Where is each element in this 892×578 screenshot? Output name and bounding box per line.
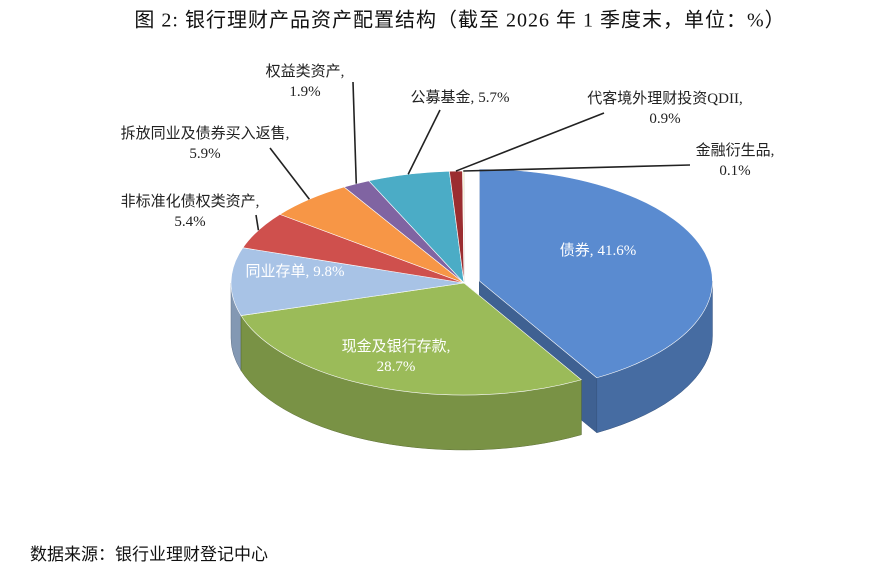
value-label: 9.8% (313, 264, 344, 280)
category-label: 非标准化债权类资产, (121, 193, 260, 210)
data-label: 同业存单, 9.8% (245, 263, 344, 280)
category-label: 代客境外理财投资QDII, (587, 89, 742, 107)
data-label: 公募基金, 5.7% (410, 89, 509, 106)
data-label: 权益类资产, 1.9% (266, 63, 345, 100)
labels: 债券, 41.6% 现金及银行存款, 28.7% 同业存单, 9.8% 非标准化债权类资产,… (121, 63, 775, 375)
data-label: 现金及银行存款, 28.7% (342, 338, 451, 375)
value-label: 5.9% (189, 146, 220, 162)
value-label: 0.1% (719, 163, 750, 179)
category-label: 拆放同业及债券买入返售, (121, 125, 290, 142)
category-label: 现金及银行存款, (342, 338, 451, 355)
leader-line (269, 147, 311, 200)
value-label: 5.4% (174, 214, 205, 230)
data-label: 拆放同业及债券买入返售, 5.9% (121, 125, 290, 162)
leader-line (407, 109, 441, 175)
chart-title: 图 2: 银行理财产品资产配置结构（截至 2026 年 1 季度末，单位：%） (134, 9, 785, 32)
value-label: 0.9% (649, 111, 680, 127)
value-label: 28.7% (377, 359, 416, 375)
category-label: 公募基金, (410, 89, 474, 106)
pie-tops (230, 168, 713, 396)
pie-slice (240, 282, 582, 396)
leader-line (455, 112, 605, 172)
data-label: 非标准化债权类资产, 5.4% (121, 193, 260, 230)
leader-line (352, 81, 358, 184)
data-label: 债券, 41.6% (560, 242, 637, 259)
leader-line (463, 164, 691, 172)
source-note: 数据来源：银行业理财登记中心 (30, 545, 268, 564)
value-label: 5.7% (478, 90, 509, 106)
category-label: 债券, (560, 242, 594, 259)
value-label: 1.9% (289, 84, 320, 100)
category-label: 金融衍生品, (696, 142, 775, 159)
pie-slice (230, 247, 465, 316)
value-label: 41.6% (598, 243, 637, 259)
pie-slice (479, 168, 713, 379)
category-label: 同业存单, (245, 263, 309, 280)
category-label: 权益类资产, (266, 63, 345, 80)
leader-line (255, 214, 260, 231)
data-label: 金融衍生品, 0.1% (696, 142, 775, 179)
data-label: 代客境外理财投资QDII, 0.9% (587, 89, 742, 127)
